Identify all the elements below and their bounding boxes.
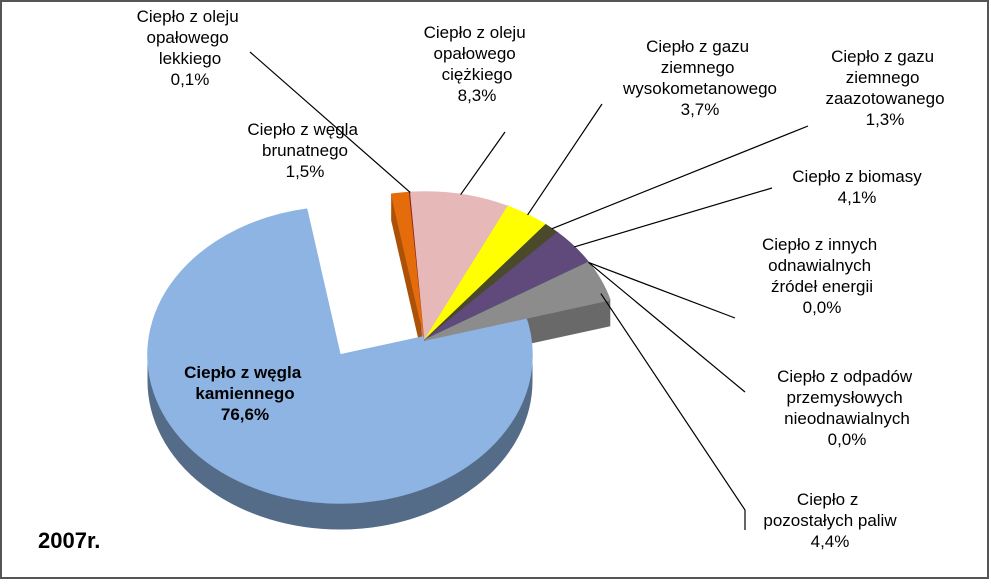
value-label: 4,1% bbox=[838, 188, 877, 207]
label-line: opałowego bbox=[434, 44, 521, 63]
slice bbox=[147, 208, 533, 504]
label-line: Ciepło z gazu bbox=[646, 37, 754, 56]
value-label: 8,3% bbox=[458, 86, 497, 105]
label-line: zaazotowanego bbox=[825, 89, 944, 108]
label-line: ciężkiego bbox=[442, 65, 513, 84]
data-label: Ciepło z oleju opałowego ciężkiego bbox=[424, 23, 531, 84]
data-label: Ciepło z biomasy bbox=[792, 167, 922, 186]
value-label: 1,5% bbox=[286, 162, 325, 181]
label-line: wysokometanowego bbox=[622, 79, 777, 98]
value-label: 4,4% bbox=[811, 532, 850, 551]
value-label: 3,7% bbox=[681, 100, 720, 119]
label-line: odnawialnych bbox=[768, 256, 876, 275]
label-line: Ciepło z odpadów bbox=[777, 367, 917, 386]
leader-line bbox=[574, 187, 773, 248]
label-line: Ciepło z biomasy bbox=[792, 167, 922, 186]
label-line: Ciepło z gazu bbox=[831, 47, 939, 66]
value-label: 1,3% bbox=[866, 110, 905, 129]
label-line: ziemnego bbox=[661, 58, 739, 77]
label-line: kamiennego bbox=[195, 384, 294, 403]
data-label: Ciepło z gazu ziemnego wysokometanowego bbox=[622, 37, 777, 98]
leader-line bbox=[460, 131, 506, 195]
label-line: przemysłowych bbox=[787, 388, 908, 407]
data-label: Ciepło z odpadów przemysłowych nieodnawi… bbox=[777, 367, 917, 428]
slice bbox=[410, 191, 509, 341]
leader-line bbox=[551, 125, 809, 230]
label-line: Ciepło z węgla bbox=[247, 120, 362, 139]
leader-line bbox=[527, 103, 603, 216]
label-line: Ciepło z oleju bbox=[424, 23, 531, 42]
value-label: 0,0% bbox=[828, 430, 867, 449]
data-label: Ciepło z węgla brunatnego bbox=[247, 120, 362, 160]
label-line: Ciepło z innych bbox=[762, 235, 882, 254]
label-line: Ciepło z bbox=[797, 490, 863, 509]
value-label: 0,0% bbox=[803, 298, 842, 317]
value-label: 0,1% bbox=[171, 70, 210, 89]
leader-line bbox=[600, 293, 746, 530]
leader-line bbox=[588, 261, 746, 393]
data-label: Ciepło z oleju opałowego lekkiego bbox=[137, 7, 244, 68]
leader-lines bbox=[249, 51, 809, 530]
label-line: lekkiego bbox=[159, 49, 221, 68]
annotation: 2007r. bbox=[38, 528, 100, 553]
data-label: Ciepło z gazu ziemnego zaazotowanego bbox=[825, 47, 944, 108]
label-line: ziemnego bbox=[846, 68, 924, 87]
data-label: Ciepło z węgla kamiennego bbox=[184, 363, 306, 403]
data-label: Ciepło z innych odnawialnych źródeł ener… bbox=[762, 235, 882, 296]
leader-line bbox=[588, 261, 736, 319]
leader-line bbox=[249, 51, 411, 193]
value-label: 76,6% bbox=[221, 405, 269, 424]
label-line: Ciepło z oleju bbox=[137, 7, 244, 26]
label-line: pozostałych paliw bbox=[763, 511, 897, 530]
slice-tops bbox=[147, 191, 611, 504]
label-line: opałowego bbox=[147, 28, 234, 47]
label-line: nieodnawialnych bbox=[784, 409, 910, 428]
label-line: źródeł energii bbox=[771, 277, 873, 296]
label-line: brunatnego bbox=[262, 141, 348, 160]
data-label: Ciepło z pozostałych paliw bbox=[763, 490, 897, 530]
label-line: Ciepło z węgla bbox=[184, 363, 306, 382]
